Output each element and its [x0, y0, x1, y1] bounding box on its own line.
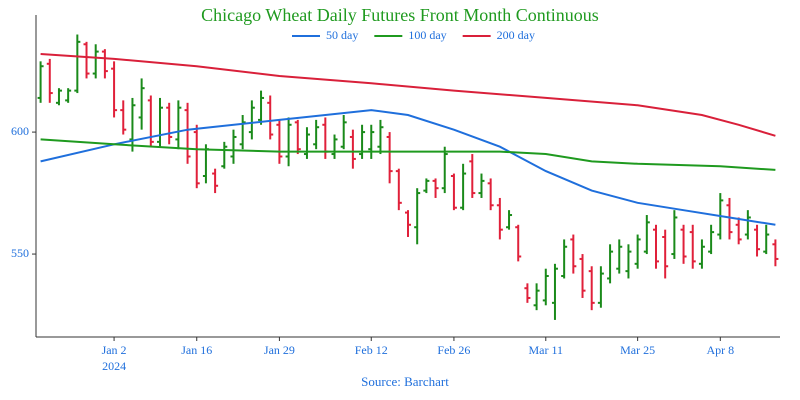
x-tick-label: Mar 11	[529, 343, 564, 357]
legend-label: 200 day	[497, 28, 535, 42]
legend-label: 50 day	[326, 28, 358, 42]
x-tick-label: Jan 2	[102, 343, 127, 357]
y-tick-label: 600	[11, 124, 29, 138]
source: Source: Barchart	[361, 374, 449, 389]
x-tick-label: Feb 12	[355, 343, 388, 357]
x-tick-label: Mar 25	[620, 343, 655, 357]
legend-label: 100 day	[408, 28, 446, 42]
x-tick-label: Jan 16	[181, 343, 212, 357]
y-tick-label: 550	[11, 246, 29, 260]
x-tick-label: Apr 8	[706, 343, 734, 357]
moving-average-line	[40, 53, 776, 137]
x-tick-label: Jan 29	[264, 343, 295, 357]
chart-title: Chicago Wheat Daily Futures Front Month …	[201, 5, 599, 25]
moving-average-line	[40, 109, 776, 226]
x-sublabel: 2024	[102, 359, 126, 373]
moving-average-line	[40, 138, 776, 171]
x-tick-label: Feb 26	[437, 343, 470, 357]
